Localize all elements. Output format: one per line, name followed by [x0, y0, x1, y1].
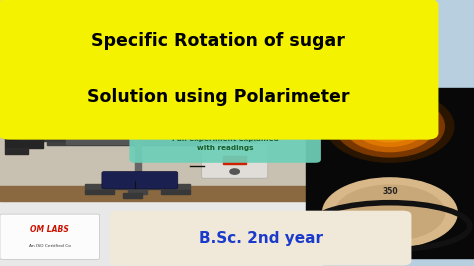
- Text: Solution using Polarimeter: Solution using Polarimeter: [87, 88, 349, 106]
- Circle shape: [326, 90, 454, 162]
- Bar: [85, 190, 114, 194]
- FancyBboxPatch shape: [129, 124, 321, 163]
- Circle shape: [345, 101, 435, 152]
- Text: 350: 350: [382, 187, 398, 196]
- Bar: [161, 190, 190, 194]
- Bar: [5, 117, 43, 148]
- Circle shape: [362, 111, 417, 142]
- Bar: [9, 124, 256, 141]
- Bar: [47, 121, 228, 145]
- Bar: [85, 184, 190, 189]
- Text: Full experiment explained
with readings: Full experiment explained with readings: [172, 136, 279, 151]
- Circle shape: [382, 122, 397, 131]
- Bar: [135, 141, 141, 188]
- Text: 0: 0: [388, 240, 392, 245]
- Circle shape: [383, 119, 398, 127]
- Text: An ISO Certified Co: An ISO Certified Co: [29, 244, 71, 248]
- Bar: [0, 96, 322, 189]
- FancyBboxPatch shape: [102, 172, 178, 189]
- Text: Specific Rotation of sugar: Specific Rotation of sugar: [91, 32, 345, 50]
- FancyBboxPatch shape: [0, 0, 438, 140]
- Bar: [223, 156, 246, 164]
- FancyBboxPatch shape: [110, 211, 411, 265]
- Bar: [0, 201, 322, 266]
- Bar: [306, 173, 474, 258]
- Circle shape: [375, 117, 396, 129]
- Text: OM LABS: OM LABS: [30, 225, 69, 234]
- Bar: [128, 186, 147, 194]
- Circle shape: [3, 127, 20, 137]
- Bar: [5, 148, 28, 154]
- Circle shape: [376, 119, 403, 134]
- Circle shape: [336, 96, 444, 157]
- Bar: [306, 88, 474, 173]
- Circle shape: [354, 106, 426, 146]
- FancyBboxPatch shape: [0, 214, 100, 259]
- Bar: [0, 186, 322, 201]
- Circle shape: [0, 125, 25, 140]
- Circle shape: [230, 169, 239, 174]
- Bar: [66, 122, 209, 144]
- Ellipse shape: [322, 178, 457, 248]
- Circle shape: [370, 115, 410, 138]
- Ellipse shape: [335, 185, 445, 240]
- Text: B.Sc. 2nd year: B.Sc. 2nd year: [199, 231, 323, 246]
- Bar: [123, 193, 142, 198]
- FancyBboxPatch shape: [201, 144, 268, 178]
